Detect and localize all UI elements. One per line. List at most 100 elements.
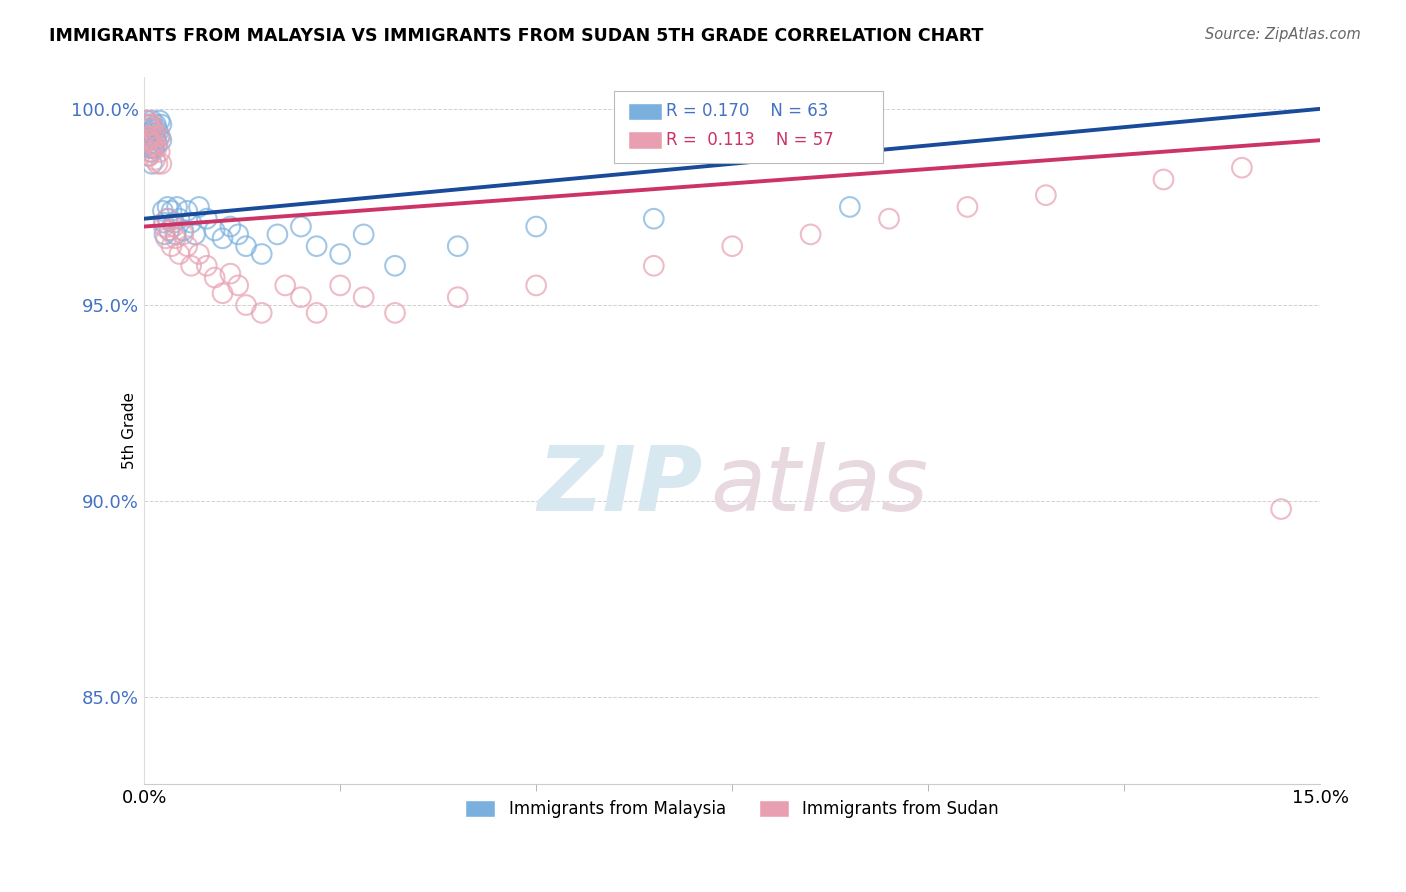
Point	[157, 223, 180, 237]
Point	[149, 145, 172, 159]
Point	[135, 129, 157, 144]
Point	[165, 231, 187, 245]
Point	[643, 211, 665, 226]
Point	[145, 141, 167, 155]
Point	[156, 211, 179, 226]
Point	[153, 227, 176, 242]
Point	[176, 239, 198, 253]
Point	[226, 227, 249, 242]
Point	[250, 247, 273, 261]
Point	[138, 133, 160, 147]
Point	[163, 216, 186, 230]
Point	[226, 278, 249, 293]
Point	[152, 219, 174, 234]
Point	[143, 153, 166, 167]
Point	[176, 203, 198, 218]
Point	[204, 270, 226, 285]
Point	[155, 231, 177, 245]
Point	[169, 247, 191, 261]
Point	[235, 298, 257, 312]
Point	[149, 113, 172, 128]
Point	[169, 211, 191, 226]
Point	[152, 203, 174, 218]
Point	[139, 121, 162, 136]
Point	[250, 306, 273, 320]
Point	[211, 286, 233, 301]
Point	[145, 118, 167, 132]
Point	[166, 200, 188, 214]
Point	[150, 133, 173, 147]
Point	[141, 157, 163, 171]
Point	[142, 125, 165, 139]
Point	[149, 129, 172, 144]
Point	[138, 137, 160, 152]
Point	[143, 141, 166, 155]
Point	[145, 129, 167, 144]
Point	[353, 227, 375, 242]
Point	[141, 137, 163, 152]
Point	[138, 125, 160, 139]
Point	[172, 227, 194, 242]
Point	[165, 227, 187, 242]
Point	[188, 247, 211, 261]
Y-axis label: 5th Grade: 5th Grade	[122, 392, 138, 469]
Point	[136, 113, 159, 128]
Point	[195, 211, 218, 226]
Point	[384, 306, 406, 320]
Point	[138, 141, 160, 155]
Point	[447, 290, 470, 304]
Point	[146, 157, 169, 171]
Text: IMMIGRANTS FROM MALAYSIA VS IMMIGRANTS FROM SUDAN 5TH GRADE CORRELATION CHART: IMMIGRANTS FROM MALAYSIA VS IMMIGRANTS F…	[49, 27, 984, 45]
Point	[524, 219, 547, 234]
Point	[211, 231, 233, 245]
Point	[180, 216, 202, 230]
Point	[136, 149, 159, 163]
Point	[138, 121, 160, 136]
Point	[149, 129, 172, 144]
Point	[800, 227, 823, 242]
Point	[146, 137, 169, 152]
Point	[142, 121, 165, 136]
Point	[524, 278, 547, 293]
Point	[1230, 161, 1253, 175]
Point	[384, 259, 406, 273]
Point	[141, 129, 163, 144]
Point	[172, 223, 194, 237]
Point	[956, 200, 979, 214]
Point	[219, 267, 242, 281]
Text: R =  0.113    N = 57: R = 0.113 N = 57	[666, 131, 834, 149]
Point	[188, 200, 211, 214]
Point	[877, 211, 900, 226]
Point	[142, 137, 165, 152]
Point	[1153, 172, 1175, 186]
Point	[329, 247, 352, 261]
Point	[141, 118, 163, 132]
Point	[643, 259, 665, 273]
Point	[721, 239, 744, 253]
Point	[136, 133, 159, 147]
Point	[150, 118, 173, 132]
Text: R = 0.170    N = 63: R = 0.170 N = 63	[666, 103, 828, 120]
Point	[195, 259, 218, 273]
Point	[148, 125, 170, 139]
Point	[274, 278, 297, 293]
Point	[143, 129, 166, 144]
Point	[180, 259, 202, 273]
Point	[290, 219, 312, 234]
Point	[160, 239, 183, 253]
Point	[141, 141, 163, 155]
Point	[204, 223, 226, 237]
Point	[145, 133, 167, 147]
Point	[145, 121, 167, 136]
Point	[138, 149, 160, 163]
Point	[838, 200, 860, 214]
Point	[138, 118, 160, 132]
Point	[157, 223, 180, 237]
Point	[1035, 188, 1057, 202]
Point	[329, 278, 352, 293]
Text: ZIP: ZIP	[537, 442, 703, 530]
Point	[141, 145, 163, 159]
Point	[160, 203, 183, 218]
Point	[141, 129, 163, 144]
Point	[163, 219, 186, 234]
